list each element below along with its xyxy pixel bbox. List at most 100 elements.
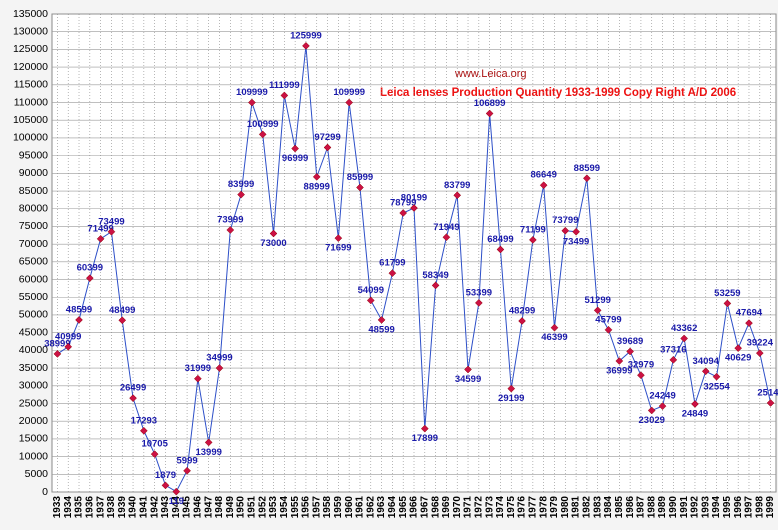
data-label: 1879 [155, 470, 176, 481]
data-label: 34999 [206, 353, 232, 364]
x-tick-label: 1953 [268, 496, 279, 519]
marker [85, 274, 94, 282]
data-label: 43362 [671, 323, 697, 334]
marker [226, 226, 235, 234]
x-tick-label: 1964 [387, 496, 398, 519]
x-tick-label: 1943 [160, 496, 171, 519]
marker [388, 269, 397, 278]
data-label: 26499 [120, 383, 146, 394]
x-tick-label: 1981 [571, 496, 582, 519]
x-tick-label: 1999 [765, 496, 776, 519]
x-tick-label: 1977 [528, 496, 539, 519]
x-tick-label: 1952 [257, 496, 268, 519]
marker [161, 481, 170, 490]
marker [518, 317, 526, 325]
x-tick-label: 1947 [203, 496, 214, 519]
marker [96, 234, 105, 243]
x-tick-label: 1942 [149, 496, 160, 519]
data-label: 53259 [714, 288, 740, 299]
marker [366, 296, 375, 305]
y-tick-label: 135000 [13, 8, 48, 20]
x-tick-label: 1994 [711, 496, 722, 519]
marker [150, 450, 159, 458]
x-tick-label: 1976 [517, 496, 528, 519]
x-tick-label: 1970 [452, 496, 463, 519]
marker [312, 173, 321, 181]
marker [431, 281, 440, 290]
data-label: 48299 [509, 306, 535, 317]
data-label: 5999 [177, 455, 198, 466]
data-label: 37316 [660, 344, 686, 355]
marker [539, 181, 548, 190]
x-tick-label: 1980 [560, 496, 571, 519]
y-tick-label: 15000 [19, 433, 48, 445]
y-tick-label: 75000 [19, 220, 48, 232]
data-label: 73000 [260, 238, 286, 249]
marker [680, 334, 689, 343]
data-label: 36999 [606, 366, 632, 377]
y-tick-label: 55000 [19, 291, 48, 303]
x-tick-label: 1939 [117, 496, 128, 519]
x-tick-label: 1985 [614, 496, 625, 519]
data-label: 39224 [747, 338, 774, 349]
x-tick-label: 1948 [214, 496, 225, 519]
x-tick-label: 1978 [538, 496, 549, 519]
data-label: 88599 [574, 163, 600, 174]
data-label: 23029 [639, 415, 665, 426]
x-tick-label: 1965 [398, 496, 409, 519]
data-label: 17293 [131, 415, 157, 426]
x-tick-label: 1998 [754, 496, 765, 519]
x-tick-label: 1955 [290, 496, 301, 519]
marker [604, 325, 613, 334]
x-tick-label: 1997 [744, 496, 755, 519]
data-label: 97299 [314, 132, 340, 143]
data-label: 73499 [563, 236, 589, 247]
marker [139, 426, 148, 435]
x-tick-label: 1993 [700, 496, 711, 519]
marker [118, 316, 127, 325]
x-tick-label: 1979 [549, 496, 560, 519]
data-label: 24849 [682, 409, 708, 420]
data-label: 29199 [498, 393, 524, 404]
data-label: 109999 [333, 87, 365, 98]
marker [529, 236, 537, 244]
data-label: 73999 [217, 215, 243, 226]
y-tick-label: 130000 [13, 25, 48, 37]
x-tick-label: 1949 [225, 496, 236, 519]
x-tick-label: 1975 [506, 496, 517, 519]
y-tick-label: 0 [42, 486, 48, 498]
data-label: 47694 [736, 308, 763, 319]
y-tick-label: 90000 [19, 167, 48, 179]
x-tick-label: 1945 [182, 496, 193, 519]
x-tick-label: 1956 [301, 496, 312, 519]
marker [75, 316, 83, 324]
marker [658, 402, 667, 410]
x-tick-label: 1960 [344, 496, 355, 519]
data-label: 71199 [520, 224, 546, 235]
data-label: 45799 [595, 314, 621, 325]
x-tick-label: 1987 [636, 496, 647, 519]
marker [410, 204, 418, 212]
data-label: 38999 [44, 338, 70, 349]
data-label: 71949 [433, 222, 459, 233]
marker [572, 227, 580, 236]
y-tick-label: 25000 [19, 397, 48, 409]
y-tick-label: 30000 [19, 380, 48, 392]
marker [291, 144, 299, 153]
data-label: 60399 [77, 263, 103, 274]
marker [474, 299, 483, 307]
marker [615, 357, 624, 365]
data-label: 24249 [649, 391, 675, 402]
data-label: 46399 [541, 332, 567, 343]
x-tick-label: 1937 [95, 496, 106, 519]
x-tick-label: 1938 [106, 496, 117, 519]
x-tick-label: 1957 [311, 496, 322, 519]
x-tick-label: 1988 [646, 496, 657, 519]
x-tick-label: 1941 [138, 496, 149, 519]
marker [215, 364, 224, 372]
data-label: 125999 [290, 30, 322, 41]
x-tick-label: 1986 [625, 496, 636, 519]
marker [734, 344, 743, 352]
marker [129, 394, 137, 403]
